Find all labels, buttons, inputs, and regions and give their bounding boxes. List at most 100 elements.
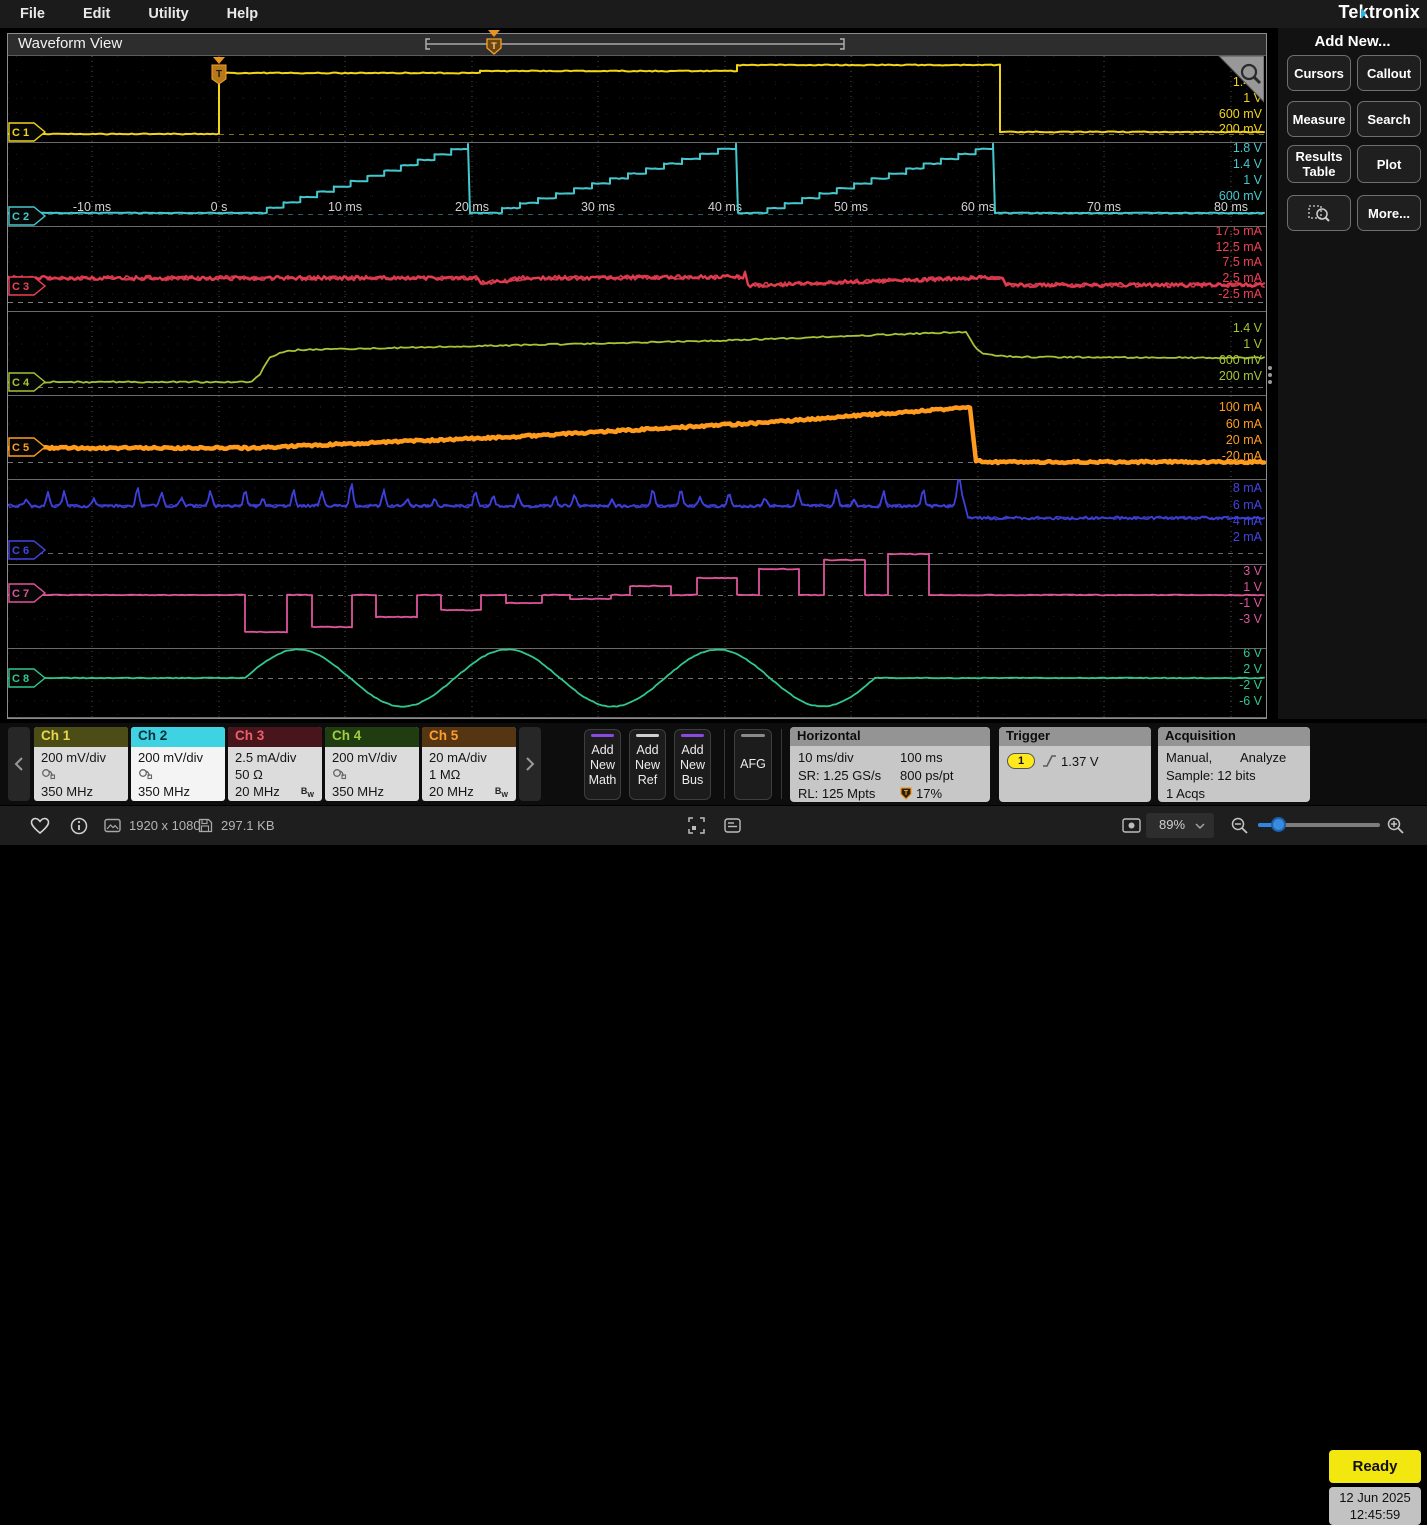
channel-badge-c6[interactable]: C 6 [9, 541, 45, 559]
acquisition-analyze: Analyze [1240, 750, 1286, 765]
trigger-position-icon: T [900, 787, 912, 801]
add-new-search-button[interactable]: Search [1357, 101, 1421, 137]
add-new-results-table-button[interactable]: Results Table [1287, 145, 1351, 183]
bottom-bar: Ch 1200 mV/div350 MHzCh 2 200 mV/div 350 M… [0, 723, 1427, 805]
panel-splitter-handle[interactable] [1268, 366, 1272, 370]
scroll-left-button[interactable] [8, 727, 30, 801]
add-new-title: Add New... [1278, 33, 1427, 50]
chevron-left-icon [14, 756, 24, 772]
zoom-level-dropdown[interactable]: 89% [1146, 813, 1214, 838]
fit-to-screen-button[interactable] [1122, 806, 1141, 845]
add-new-plot-button[interactable]: Plot [1357, 145, 1421, 183]
ready-status-badge: Ready [1329, 1450, 1421, 1483]
channel-setting-label: 350 MHz [332, 784, 384, 799]
capture-button[interactable] [688, 806, 705, 845]
channel-badge-ch3[interactable]: Ch 32.5 mA/div50 ΩBW20 MHz [228, 727, 322, 801]
trigger-panel-title: Trigger [999, 727, 1151, 746]
save-icon [198, 818, 213, 833]
channel-badge-header: Ch 5 [422, 727, 516, 747]
heart-icon [30, 817, 50, 835]
channel-badge-header: Ch 3 [228, 727, 322, 747]
channel-badge-header: Ch 4 [325, 727, 419, 747]
svg-text:C 8: C 8 [12, 673, 29, 685]
waveform-grid[interactable]: 1.4 V1 V600 mV200 mV1.8 V1.4 V1 V600 mV1… [8, 56, 1266, 718]
tektronix-logo: Tektronix [1339, 2, 1420, 23]
horizontal-scale: 10 ms/div [798, 750, 854, 765]
menu-item-file[interactable]: File [20, 0, 45, 28]
channel-setting-label: 350 MHz [41, 784, 93, 799]
channel-badge-ch4[interactable]: Ch 4200 mV/div350 MHz [325, 727, 419, 801]
channel-setting-label: 50 Ω [235, 767, 263, 782]
trigger-panel[interactable]: Trigger 1 1.37 V [999, 727, 1151, 802]
image-icon [104, 818, 121, 833]
scroll-right-button[interactable] [519, 727, 541, 801]
zoom-out-button[interactable] [1230, 806, 1249, 845]
menu-item-help[interactable]: Help [227, 0, 258, 28]
zoom-slider-handle[interactable] [1271, 817, 1286, 832]
channel-setting-label: 20 MHz [235, 784, 280, 799]
channel-badge-c5[interactable]: C 5 [9, 438, 45, 456]
zoom-in-button[interactable] [1386, 806, 1405, 845]
horizontal-panel[interactable]: Horizontal 10 ms/div 100 ms SR: 1.25 GS/… [790, 727, 990, 802]
channel-badge-ch1[interactable]: Ch 1200 mV/div350 MHz [34, 727, 128, 801]
status-bar: 1920 x 1080 297.1 KB 89% [0, 805, 1427, 845]
menu-item-utility[interactable]: Utility [148, 0, 188, 28]
bandwidth-limit-icon: BW [301, 786, 314, 799]
add-new-bus-button[interactable]: AddNewBus [674, 729, 711, 800]
add-new-callout-button[interactable]: Callout [1357, 55, 1421, 91]
bandwidth-limit-icon: BW [495, 786, 508, 799]
crop-frame-icon [688, 817, 705, 834]
menu-item-edit[interactable]: Edit [83, 0, 110, 28]
add-new-ref-button[interactable]: AddNewRef [629, 729, 666, 800]
probe-icon [332, 767, 348, 784]
channel-badge-c8[interactable]: C 8 [9, 669, 45, 687]
waveform-trace-c6 [8, 479, 1264, 519]
file-size-label: 297.1 KB [221, 818, 275, 833]
channel-badge-header: Ch 2 [131, 727, 225, 747]
waveform-view: Waveform View 1.4 V1 V600 mV200 mV1.8 V1… [7, 33, 1267, 719]
menu-bar: File Edit Utility Help Tektronix [0, 0, 1427, 28]
channel-badge-c7[interactable]: C 7 [9, 584, 45, 602]
time-label: 12:45:59 [1329, 1506, 1421, 1523]
favorite-button[interactable] [30, 806, 50, 845]
channel-setting-label: 20 MHz [429, 784, 474, 799]
info-button[interactable] [70, 806, 88, 845]
zoom-slider[interactable] [1258, 823, 1380, 827]
channel-badge-ch2[interactable]: Ch 2200 mV/div350 MHz [131, 727, 225, 801]
trigger-level: 1.37 V [1061, 754, 1099, 769]
zoom-mode-button[interactable] [1287, 195, 1351, 231]
trigger-position-flag[interactable]: T [486, 38, 502, 55]
trigger-position-percent: 17% [916, 786, 942, 801]
channel-setting-label: 1 MΩ [429, 767, 460, 782]
list-icon [724, 818, 741, 833]
trigger-flag[interactable]: T [212, 65, 226, 84]
afg-button[interactable]: AFG [734, 729, 772, 800]
trigger-position-arrow[interactable] [488, 30, 500, 37]
acquisition-panel-title: Acquisition [1158, 727, 1310, 746]
channel-badge-header: Ch 1 [34, 727, 128, 747]
channel-setting-label: 200 mV/div [138, 750, 203, 765]
waveform-trace-c7 [8, 554, 1264, 633]
add-new-measure-button[interactable]: Measure [1287, 101, 1351, 137]
add-new-cursors-button[interactable]: Cursors [1287, 55, 1351, 91]
probe-icon [41, 767, 57, 784]
channel-badge-c1[interactable]: C 1 [9, 123, 45, 141]
add-new-math-button[interactable]: AddNewMath [584, 729, 621, 800]
afg-label: AFG [735, 757, 771, 772]
resolution-per-point: 800 ps/pt [900, 768, 954, 783]
acquisition-panel[interactable]: Acquisition Manual, Analyze Sample: 12 b… [1158, 727, 1310, 802]
waveform-trace-c6 [8, 480, 1264, 519]
channel-badge-ch5[interactable]: Ch 520 mA/div1 MΩBW20 MHz [422, 727, 516, 801]
waveform-canvas: C 1C 2C 3C 4C 5C 6C 7C 8T [8, 56, 1266, 718]
chevron-right-icon [525, 756, 535, 772]
svg-text:T: T [904, 790, 909, 797]
channel-badge-c2[interactable]: C 2 [9, 207, 45, 225]
waveform-trace-c8 [8, 649, 1264, 707]
waveform-trace-c4 [8, 332, 1264, 383]
zoom-overlay-corner[interactable] [1216, 56, 1264, 104]
acquisition-sample: Sample: 12 bits [1166, 768, 1256, 783]
more-button[interactable]: More... [1357, 195, 1421, 231]
datetime-badge: 12 Jun 2025 12:45:59 [1329, 1487, 1421, 1525]
annotations-button[interactable] [724, 806, 741, 845]
channel-badge-c4[interactable]: C 4 [9, 373, 45, 391]
